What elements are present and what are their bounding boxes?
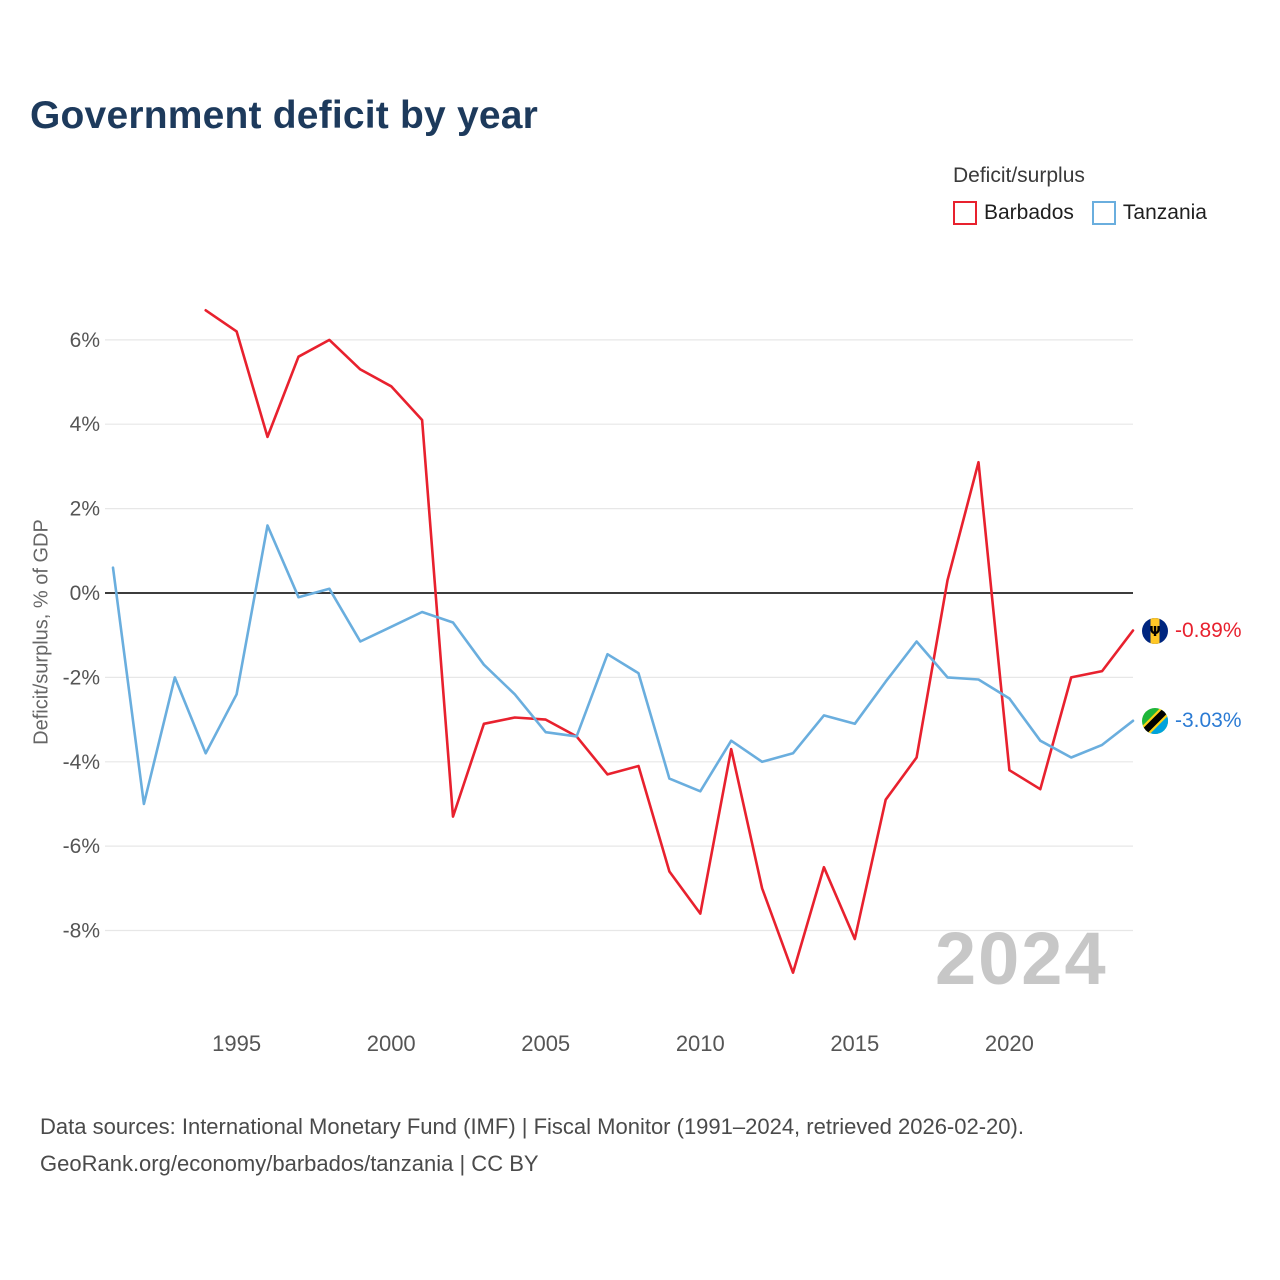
legend-items: Barbados Tanzania bbox=[953, 201, 1207, 225]
legend: Deficit/surplus Barbados Tanzania bbox=[953, 164, 1207, 225]
series-line-barbados bbox=[204, 308, 1135, 975]
legend-swatch-tanzania[interactable] bbox=[1091, 201, 1116, 225]
y-tick-label: 0% bbox=[70, 582, 100, 605]
y-tick-label: -8% bbox=[63, 920, 100, 943]
tanzania-end-value: -3.03% bbox=[1175, 709, 1242, 732]
barbados-end-label: Ψ -0.89% bbox=[1142, 618, 1242, 644]
x-tick-label: 2010 bbox=[676, 1031, 725, 1056]
legend-swatch-barbados[interactable] bbox=[953, 201, 977, 225]
x-tick-label: 2000 bbox=[367, 1031, 416, 1056]
y-tick-label: 2% bbox=[70, 498, 100, 521]
y-axis-label: Deficit/surplus, % of GDP bbox=[30, 519, 53, 745]
x-tick-label: 2015 bbox=[830, 1031, 879, 1056]
legend-label-tanzania[interactable]: Tanzania bbox=[1122, 201, 1207, 224]
footer-link-line[interactable]: GeoRank.org/economy/barbados/tanzania | … bbox=[40, 1151, 539, 1176]
barbados-flag-icon: Ψ bbox=[1142, 618, 1168, 644]
y-tick-label: -4% bbox=[63, 751, 100, 774]
watermark-year: 2024 bbox=[935, 917, 1108, 1000]
tanzania-end-label: -3.03% bbox=[1142, 708, 1242, 734]
footer: Data sources: International Monetary Fun… bbox=[40, 1108, 1024, 1182]
y-tick-label: 6% bbox=[70, 329, 100, 352]
series-line-tanzania bbox=[111, 524, 1135, 806]
x-tick-label: 2005 bbox=[521, 1031, 570, 1056]
y-tick-label: 4% bbox=[70, 413, 100, 436]
x-tick-label: 1995 bbox=[212, 1031, 261, 1056]
legend-label-barbados[interactable]: Barbados bbox=[984, 201, 1074, 224]
y-tick-label: -6% bbox=[63, 835, 100, 858]
tanzania-flag-icon bbox=[1142, 708, 1168, 734]
footer-source-line: Data sources: International Monetary Fun… bbox=[40, 1114, 1024, 1139]
x-tick-label: 2020 bbox=[985, 1031, 1034, 1056]
legend-title: Deficit/surplus bbox=[953, 164, 1085, 187]
y-tick-label: -2% bbox=[63, 666, 100, 689]
page-title: Government deficit by year bbox=[30, 94, 539, 137]
barbados-end-value: -0.89% bbox=[1175, 619, 1242, 642]
svg-text:Ψ: Ψ bbox=[1149, 625, 1160, 640]
